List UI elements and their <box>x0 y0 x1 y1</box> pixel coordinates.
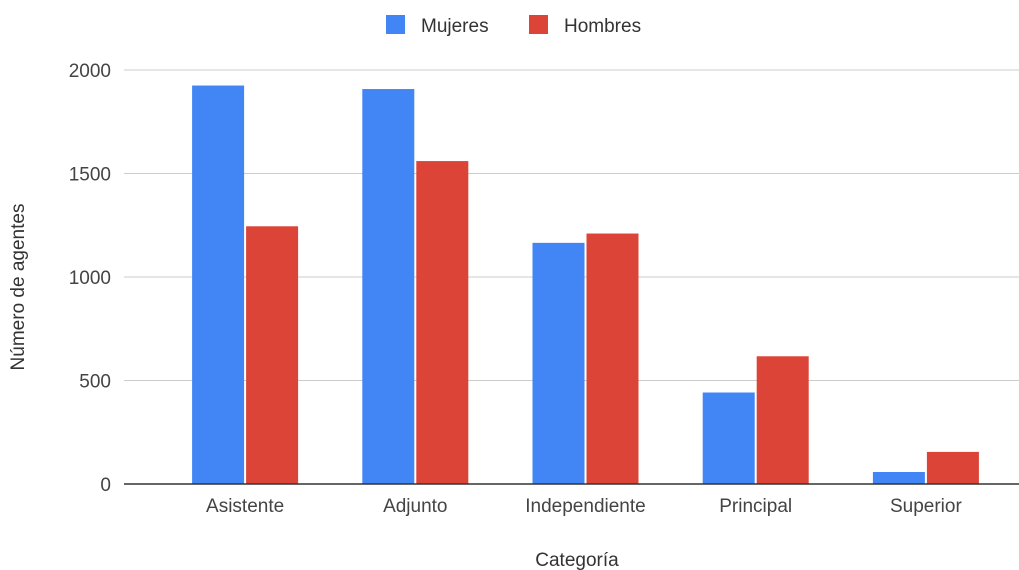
y-axis-title: Número de agentes <box>8 204 29 371</box>
x-axis-ticks: Asistente Adjunto Independiente Principal Su… <box>206 496 962 517</box>
x-tick-label-adjunto: Adjunto <box>383 496 447 517</box>
bar-hombres-adjunto <box>416 161 469 484</box>
bar-hombres-principal <box>756 356 809 484</box>
x-tick-label-principal: Principal <box>719 496 792 517</box>
bar-hombres-superior <box>926 451 979 484</box>
x-tick-label-superior: Superior <box>890 496 962 517</box>
legend-label-hombres: Hombres <box>564 16 641 37</box>
legend-swatch-hombres <box>529 15 548 34</box>
bar-mujeres-independiente <box>532 242 585 484</box>
y-tick-label: 1000 <box>69 268 111 289</box>
bars <box>192 85 979 485</box>
bar-hombres-asistente <box>246 226 299 484</box>
legend-label-mujeres: Mujeres <box>421 16 489 37</box>
x-tick-label-independiente: Independiente <box>525 496 645 517</box>
bar-mujeres-adjunto <box>362 89 415 484</box>
y-axis-ticks: 0 500 1000 1500 2000 <box>69 61 111 496</box>
bar-mujeres-superior <box>872 471 925 484</box>
bar-mujeres-principal <box>702 392 755 484</box>
y-tick-label: 1500 <box>69 165 111 186</box>
y-tick-label: 0 <box>100 475 111 496</box>
legend-swatch-mujeres <box>386 15 405 34</box>
y-tick-label: 500 <box>79 372 111 393</box>
y-tick-label: 2000 <box>69 61 111 82</box>
bar-hombres-independiente <box>586 233 639 484</box>
x-tick-label-asistente: Asistente <box>206 496 284 517</box>
legend: Mujeres Hombres <box>386 15 641 37</box>
x-axis-title: Categoría <box>535 550 619 570</box>
bar-mujeres-asistente <box>192 85 245 485</box>
